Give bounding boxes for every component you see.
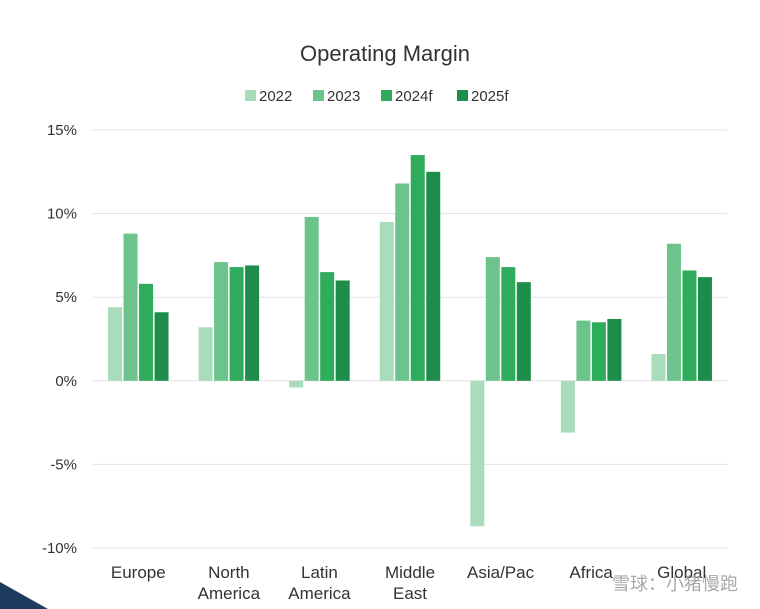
category-label: America xyxy=(198,584,261,603)
legend-swatch xyxy=(313,90,324,101)
category-label: North xyxy=(208,563,250,582)
bar-2022-3 xyxy=(379,221,394,381)
category-label: Asia/Pac xyxy=(467,563,535,582)
bar-2025f-2 xyxy=(335,280,350,381)
y-tick-label: -5% xyxy=(50,456,77,473)
gridlines xyxy=(93,129,727,549)
bar-2023-0 xyxy=(123,233,138,381)
bar-2025f-0 xyxy=(154,312,169,381)
legend-label: 2024f xyxy=(395,88,433,105)
legend-item: 2023 xyxy=(313,88,360,105)
chart-title: Operating Margin xyxy=(300,41,470,66)
category-label: America xyxy=(288,584,351,603)
legend-label: 2025f xyxy=(471,88,509,105)
legend-label: 2022 xyxy=(259,88,292,105)
y-tick-label: 15% xyxy=(47,122,77,139)
legend-swatch xyxy=(381,90,392,101)
bars xyxy=(108,155,712,527)
bar-2023-4 xyxy=(485,257,500,381)
y-tick-label: 10% xyxy=(47,206,77,223)
bar-2025f-1 xyxy=(245,265,260,381)
category-label: Middle xyxy=(385,563,435,582)
bar-2023-2 xyxy=(304,216,319,381)
legend-item: 2024f xyxy=(381,88,433,105)
category-label: Europe xyxy=(111,563,166,582)
bar-2024f-6 xyxy=(682,270,697,381)
bar-2024f-1 xyxy=(229,267,244,381)
y-tick-label: -10% xyxy=(42,540,77,557)
legend-label: 2023 xyxy=(327,88,360,105)
bar-2025f-5 xyxy=(607,318,622,381)
category-label: East xyxy=(393,584,427,603)
bar-2024f-4 xyxy=(501,267,516,381)
bar-2023-5 xyxy=(576,320,591,381)
bar-2023-6 xyxy=(666,243,681,381)
bar-2022-2 xyxy=(289,380,304,388)
watermark-text: 雪球：小猪慢跑 xyxy=(612,574,738,594)
y-tick-label: 5% xyxy=(55,289,77,306)
bar-2024f-5 xyxy=(591,322,606,381)
bar-2022-1 xyxy=(198,327,213,381)
bar-2025f-6 xyxy=(697,277,712,381)
x-axis-categories: Europe North America Latin America Middle East… xyxy=(111,563,706,603)
category-label: Latin xyxy=(301,563,338,582)
legend-item: 2025f xyxy=(457,88,509,105)
category-label: Africa xyxy=(569,563,613,582)
category-label: Global xyxy=(657,563,706,582)
bar-2023-1 xyxy=(214,262,229,381)
bar-2022-6 xyxy=(651,354,666,381)
bar-2025f-3 xyxy=(426,171,441,381)
bar-2024f-0 xyxy=(139,283,154,381)
bar-2023-3 xyxy=(395,183,410,381)
legend-item: 2022 xyxy=(245,88,292,105)
bar-2022-4 xyxy=(470,380,485,527)
bar-2025f-4 xyxy=(516,282,531,381)
y-axis-ticks: 15% 10% 5% 0% -5% -10% xyxy=(42,122,77,557)
legend-swatch xyxy=(245,90,256,101)
bar-2024f-2 xyxy=(320,272,335,381)
legend: 2022 2023 2024f 2025f xyxy=(245,88,509,105)
y-tick-label: 0% xyxy=(55,373,77,390)
bar-2022-5 xyxy=(560,380,575,433)
bar-2022-0 xyxy=(108,307,123,381)
corner-decoration xyxy=(0,582,48,609)
bar-2024f-3 xyxy=(410,155,425,381)
legend-swatch xyxy=(457,90,468,101)
